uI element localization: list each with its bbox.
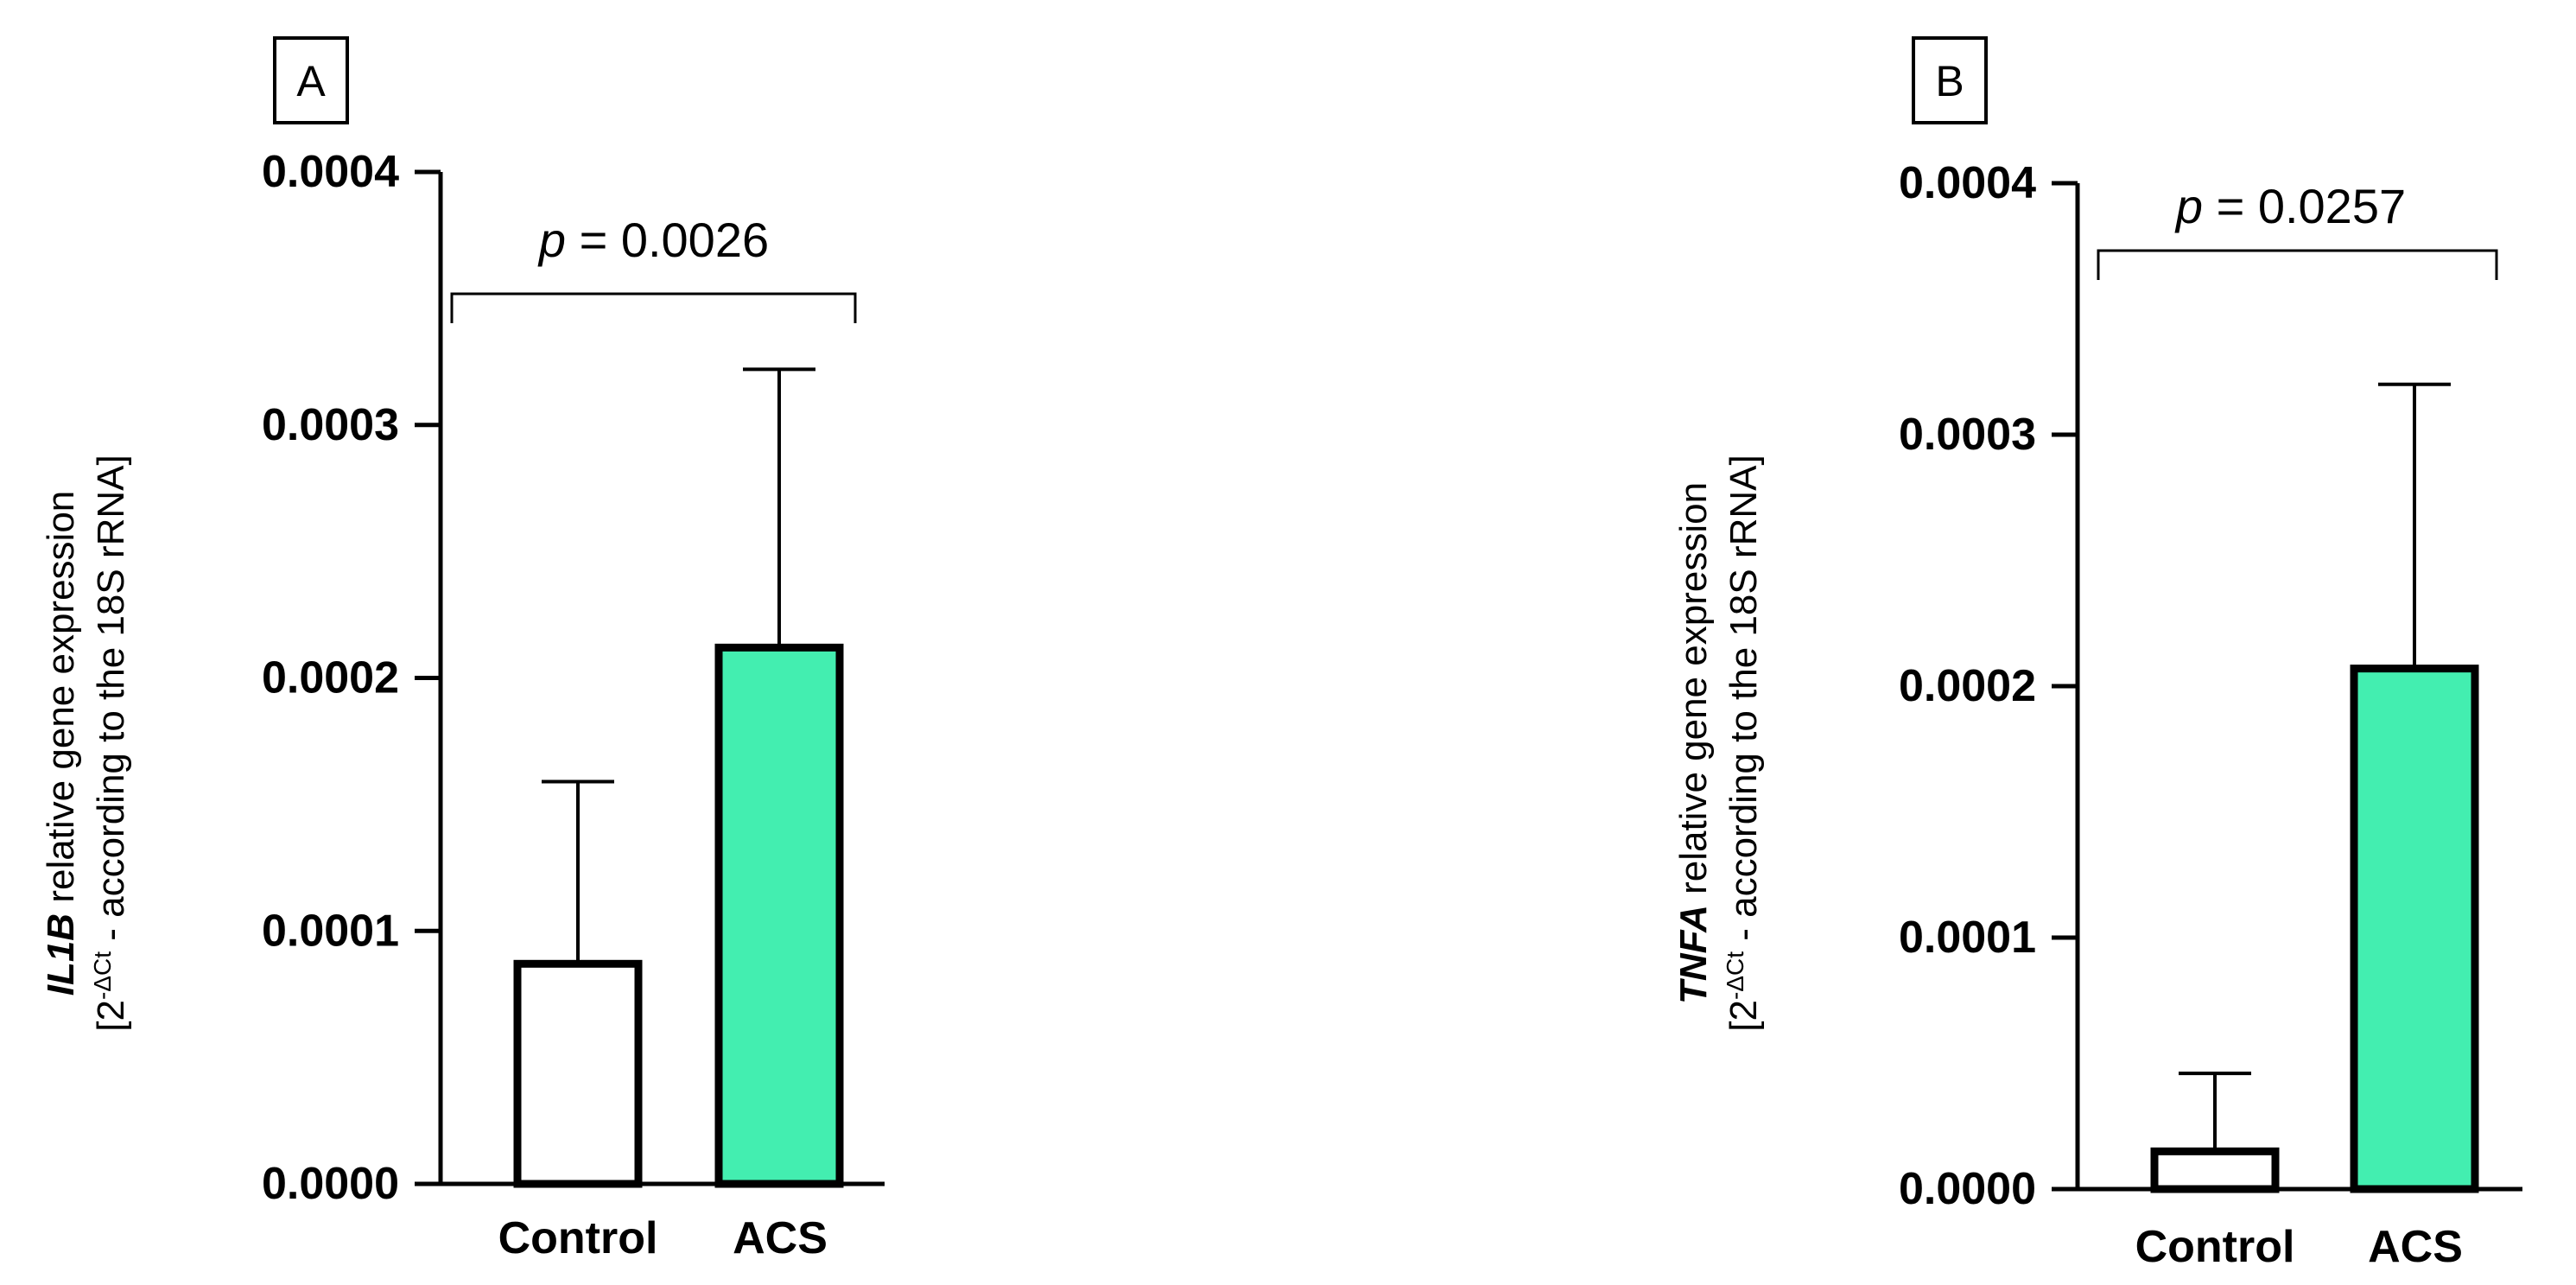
panel-a-ylabel-line2: [2-ΔCt - according to the 18S rRNA]: [89, 455, 133, 1031]
panel-b-bar: [2150, 1147, 2280, 1193]
panel-b-ytick-label: 0.0004: [1899, 158, 2036, 208]
panel-b-label: B: [1935, 57, 1964, 105]
panel-b-ytick-label: 0.0003: [1899, 410, 2036, 460]
panel-b-bar-group: [2350, 382, 2479, 1193]
panel-a-ytick-label: 0.0003: [262, 400, 399, 450]
panel-a-ylabel-line2-rest: - according to the 18S rRNA]: [90, 455, 132, 951]
panel-a-category-label: Control: [498, 1213, 658, 1263]
panel-b-ylabel-line1-rest: relative gene expression: [1672, 482, 1715, 905]
panel-b-category-label: Control: [2135, 1222, 2295, 1272]
panel-a-ytick-label: 0.0000: [262, 1159, 399, 1209]
panel-a-ylabel-line1: IL1B relative gene expression: [40, 491, 82, 996]
panel-a-ytick: 0.0004: [262, 147, 441, 197]
panel-b-significance-bracket: [2097, 249, 2498, 280]
panel-a-ylabel-sup: -ΔCt: [89, 951, 116, 1000]
panel-b-ytick-label: 0.0002: [1899, 661, 2036, 711]
panel-b-ylabel-line1: TNFA relative gene expression: [1672, 482, 1715, 1004]
panel-a-ylabel-gene: IL1B: [40, 913, 82, 996]
panel-a-ytick: 0.0000: [262, 1159, 441, 1209]
panel-a-ytick: 0.0003: [262, 400, 441, 450]
panel-a-ytick-label: 0.0002: [262, 653, 399, 703]
panel-a-ytick: 0.0002: [262, 653, 441, 703]
panel-b-p-value: p = 0.0257: [2174, 179, 2406, 233]
panel-a-ylabel: IL1B relative gene expression [2-ΔCt - a…: [40, 455, 132, 1031]
panel-b-p-rest: = 0.0257: [2203, 179, 2406, 233]
panel-a: A IL1B relative gene expression [2-ΔCt -…: [40, 36, 885, 1263]
panel-a-label: A: [296, 57, 326, 105]
panel-a-bar: [714, 643, 844, 1188]
panel-a-ylabel-open: [2: [90, 1000, 132, 1032]
panel-b-ytick-label: 0.0000: [1899, 1164, 2036, 1214]
panel-b-ytick: 0.0002: [1899, 661, 2078, 711]
panel-b-yticks: 0.0000 0.0001 0.0002 0.0003 0.0004: [1899, 158, 2078, 1214]
panel-a-label-box: [273, 36, 349, 124]
panel-b-ylabel: TNFA relative gene expression [2-ΔCt - a…: [1672, 455, 1765, 1031]
panel-a-ytick-label: 0.0004: [262, 147, 399, 197]
panel-b-ytick: 0.0000: [1899, 1164, 2078, 1214]
panel-a-ytick-label: 0.0001: [262, 906, 399, 956]
panel-a-p-value: p = 0.0026: [537, 213, 769, 267]
panel-b-p-symbol: p: [2174, 179, 2203, 233]
panel-a-bar-group: [513, 779, 643, 1188]
panel-b-ytick: 0.0004: [1899, 158, 2078, 208]
panel-a-bar: [513, 959, 643, 1188]
panel-a-ylabel-line1-rest: relative gene expression: [40, 491, 82, 913]
panel-a-bar-group: [714, 367, 844, 1188]
panel-b-bar: [2350, 665, 2479, 1193]
panel-a-p-rest: = 0.0026: [566, 213, 769, 267]
panel-b-ylabel-sup: -ΔCt: [1722, 951, 1748, 1000]
panel-b: B TNFA relative gene expression [2-ΔCt -…: [1672, 36, 2522, 1272]
panel-b-ylabel-line2-rest: - according to the 18S rRNA]: [1723, 455, 1765, 951]
panel-b-ytick: 0.0001: [1899, 913, 2078, 963]
panel-b-category-label: ACS: [2368, 1222, 2463, 1272]
panel-a-p-symbol: p: [537, 213, 566, 267]
panel-b-ylabel-gene: TNFA: [1672, 905, 1715, 1004]
panel-b-ytick: 0.0003: [1899, 410, 2078, 460]
panel-a-category-label: ACS: [733, 1213, 828, 1263]
panel-a-significance-bracket: [450, 292, 857, 323]
panel-b-ylabel-line2: [2-ΔCt - according to the 18S rRNA]: [1722, 455, 1766, 1031]
panel-b-label-box: [1912, 36, 1988, 124]
panel-b-bar-group: [2150, 1072, 2280, 1193]
panel-a-ytick: 0.0001: [262, 906, 441, 956]
panel-b-ylabel-open: [2: [1723, 1000, 1765, 1032]
panel-a-yticks: 0.0000 0.0001 0.0002 0.0003 0.0004: [262, 147, 441, 1209]
panel-b-ytick-label: 0.0001: [1899, 913, 2036, 963]
